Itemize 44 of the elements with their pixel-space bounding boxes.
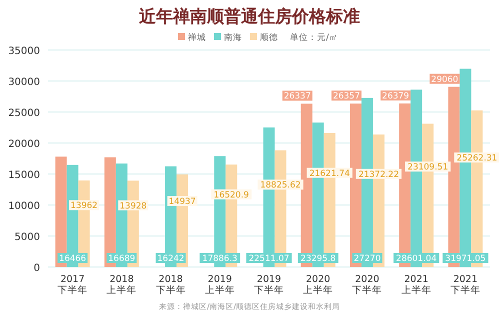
x-tick-label: 2021 上半年 xyxy=(401,274,432,296)
data-label: 27270 xyxy=(354,254,381,264)
x-tick-label: 2020 下半年 xyxy=(352,274,382,296)
data-label: 23109.51 xyxy=(408,162,448,173)
chart-title: 近年禅南顺普通住房价格标准 xyxy=(138,6,360,27)
y-tick-label: 20000 xyxy=(8,139,40,150)
data-label: 14937 xyxy=(168,197,196,208)
legend-label: 南海 xyxy=(224,32,242,43)
x-tick-label: 2019 上半年 xyxy=(204,274,235,296)
data-label: 25262.31 xyxy=(456,153,498,164)
data-label: 29060 xyxy=(431,74,458,85)
legend-label: 顺德 xyxy=(260,32,278,43)
y-tick-label: 15000 xyxy=(8,170,40,181)
data-label: 13928 xyxy=(120,201,147,212)
y-tick-label: 0 xyxy=(34,263,40,274)
data-label: 22511.07 xyxy=(248,254,290,264)
data-label: 16520.9 xyxy=(214,190,249,200)
y-tick-label: 35000 xyxy=(8,46,40,57)
data-label: 23295.8 xyxy=(300,254,336,264)
data-label: 31971.05 xyxy=(445,254,486,264)
data-label: 13962 xyxy=(70,201,98,212)
x-tick-label: 2017 下半年 xyxy=(58,274,88,296)
data-label: 28601.04 xyxy=(396,254,437,264)
data-label: 26337 xyxy=(284,92,311,102)
y-tick-label: 10000 xyxy=(8,201,40,212)
text: 单位：元/㎡ xyxy=(290,32,338,43)
y-tick-label: 5000 xyxy=(14,232,40,243)
data-label: 16242 xyxy=(157,254,184,264)
data-label: 16689 xyxy=(108,254,136,264)
data-label: 18825.62 xyxy=(260,180,301,191)
legend-label: 禅城 xyxy=(188,32,206,43)
data-label: 21372.22 xyxy=(358,170,400,180)
data-label: 16466 xyxy=(59,254,86,264)
y-tick-label: 30000 xyxy=(8,77,40,88)
data-label: 26357 xyxy=(332,92,360,102)
x-tick-label: 2020 上半年 xyxy=(303,274,334,296)
data-label: 17886.3 xyxy=(202,254,238,264)
y-tick-label: 25000 xyxy=(8,108,40,119)
data-label: 21621.74 xyxy=(309,168,350,179)
x-tick-label: 2018 下半年 xyxy=(156,274,186,296)
x-tick-label: 2018 上半年 xyxy=(106,274,137,296)
x-tick-label: 2021 下半年 xyxy=(450,274,480,296)
x-tick-label: 2019 下半年 xyxy=(254,274,284,296)
data-label: 26379 xyxy=(382,91,410,102)
